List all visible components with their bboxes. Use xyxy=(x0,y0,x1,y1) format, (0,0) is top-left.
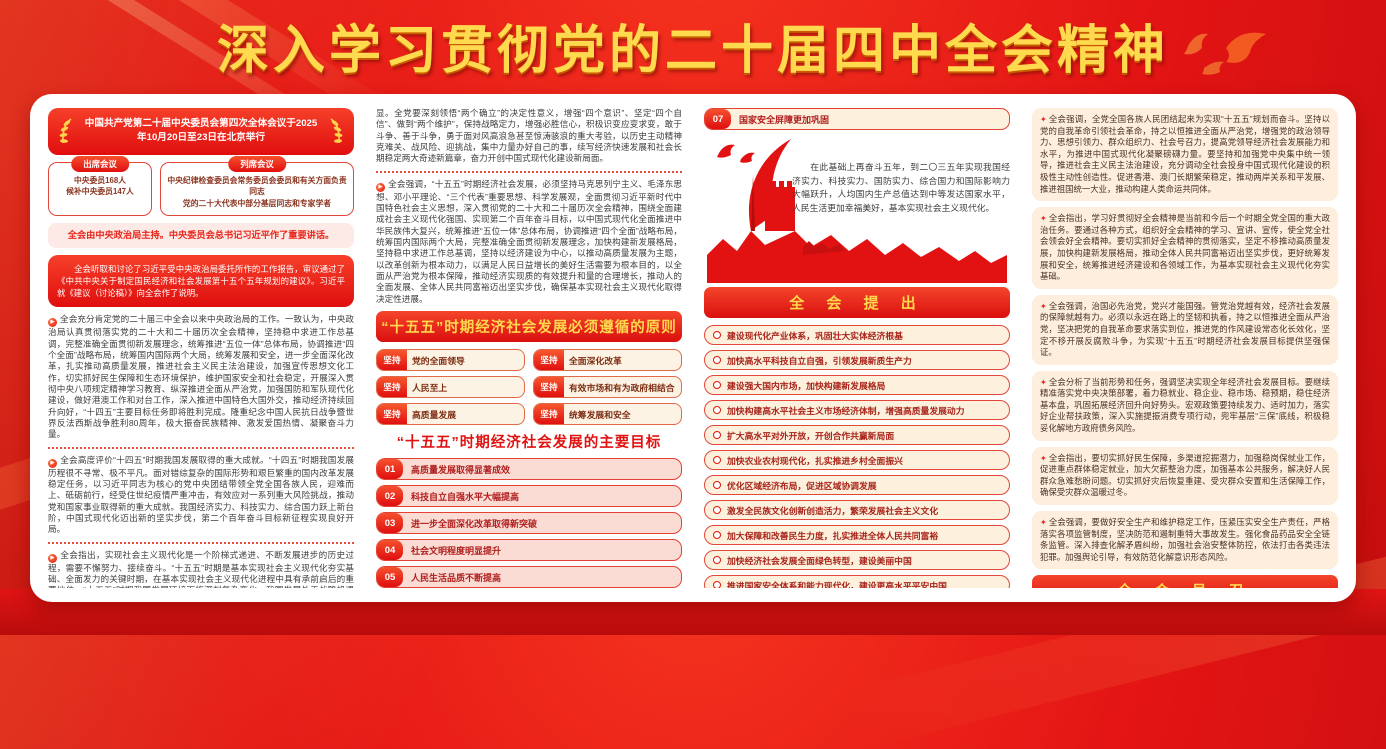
attendees-box: 出席会议 中央委员168人 候补中央委员147人 xyxy=(48,155,152,216)
paragraph: ▶ 全会充分肯定党的二十届三中全会以来中央政治局的工作。一致认为，中央政治局认真贯… xyxy=(48,314,354,440)
principle-item: 坚持 高质量发展 xyxy=(376,403,525,426)
meeting-banner-text: 中国共产党第二十届中央委员会第四次全体会议于2025年10月20日至23日在北京… xyxy=(84,118,318,144)
star-bullet-icon: ✦ xyxy=(1040,518,1047,528)
report-text: 全会听取和讨论了习近平受中央政治局委托所作的工作报告，审议通过了《中共中央关于制… xyxy=(57,263,345,299)
paragraph: ▶ 全会高度评价“十四五”时期我国发展取得的重大成就。“十四五”时期我国发展历程很… xyxy=(48,454,354,535)
call-header: 全 会 号 召 xyxy=(1032,575,1338,588)
principles-header: “十五五”时期经济社会发展必须遵循的原则 xyxy=(376,311,682,343)
closing-paragraph: ✦ 全会分析了当前形势和任务，强调坚决实现全年经济社会发展目标。要继续精准落实党中… xyxy=(1032,370,1338,441)
principle-item: 坚持 统筹发展和安全 xyxy=(533,403,682,426)
ring-icon xyxy=(713,431,721,439)
meeting-banner: 中国共产党第二十届中央委员会第四次全体会议于2025年10月20日至23日在北京… xyxy=(48,108,354,155)
goal-item: 04 社会文明程度明显提升 xyxy=(376,539,682,562)
attendance-row: 出席会议 中央委员168人 候补中央委员147人 列席会议 中央纪律检查委员会常… xyxy=(48,155,354,216)
ring-icon xyxy=(713,406,721,414)
proposal-item: 建设强大国内市场，加快构建新发展格局 xyxy=(704,375,1010,395)
ring-icon xyxy=(713,581,721,588)
star-bullet-icon: ✦ xyxy=(1040,301,1047,311)
vision-text-wrap: 在此基础上再奋斗五年，到二〇三五年实现我国经济实力、科技实力、国防实力、综合国力… xyxy=(792,161,1010,216)
bullet-icon: ▶ xyxy=(48,458,57,468)
principles-grid: 坚持 党的全面领导 坚持 全面深化改革 坚持 人民至上 坚持 有效市场和有为政府… xyxy=(376,349,682,426)
proposal-item: 加快农业农村现代化，扎实推进乡村全面振兴 xyxy=(704,450,1010,470)
proposal-item: 加快高水平科技自立自强，引领发展新质生产力 xyxy=(704,350,1010,370)
paragraph: ▶ 全会指出，实现社会主义现代化是一个阶梯式递进、不断发展进步的历史过程，需要不懈… xyxy=(48,549,354,588)
star-bullet-icon: ✦ xyxy=(1040,115,1047,124)
proposal-item: 激发全民族文化创新创造活力，繁荣发展社会主义文化 xyxy=(704,500,1010,520)
closing-paragraph: ✦ 全会指出，学习好贯彻好全会精神是当前和今后一个时期全党全国的重大政治任务。要通… xyxy=(1032,207,1338,289)
goal-item: 01 高质量发展取得显著成效 xyxy=(376,458,682,481)
observers-line2: 党的二十大代表中部分基层同志和专家学者 xyxy=(182,199,332,209)
principle-item: 坚持 有效市场和有为政府相结合 xyxy=(533,376,682,399)
column-1: 中国共产党第二十届中央委员会第四次全体会议于2025年10月20日至23日在北京… xyxy=(48,108,354,588)
dotted-divider xyxy=(48,541,354,544)
bullet-icon: ▶ xyxy=(376,182,385,192)
proposal-item: 建设现代化产业体系，巩固壮大实体经济根基 xyxy=(704,325,1010,345)
closing-paragraph: ✦ 全会强调，治国必先治党，党兴才能国强。管党治党越有效，经济社会发展的保障就越有… xyxy=(1032,294,1338,365)
observers-box: 列席会议 中央纪律检查委员会常务委员会委员和有关方面负责同志 党的二十大代表中部… xyxy=(160,155,354,216)
ring-icon xyxy=(713,556,721,564)
doves-icon xyxy=(1184,32,1266,75)
masthead: 深入学习贯彻党的二十届四中全会精神 xyxy=(0,8,1386,83)
goals-header: “十五五”时期经济社会发展的主要目标 xyxy=(396,435,662,452)
proposals-header: 全 会 提 出 xyxy=(704,287,1010,318)
principle-item: 坚持 全面深化改革 xyxy=(533,349,682,372)
laurel-icon xyxy=(330,118,343,144)
goal-item: 02 科技自立自强水平大幅提高 xyxy=(376,485,682,508)
star-bullet-icon: ✦ xyxy=(1040,377,1047,387)
dotted-divider xyxy=(48,446,354,449)
proposal-item: 加快经济社会发展全面绿色转型，建设美丽中国 xyxy=(704,550,1010,570)
report-box: 全会听取和讨论了习近平受中央政治局委托所作的工作报告，审议通过了《中共中央关于制… xyxy=(48,254,354,308)
ring-icon xyxy=(713,531,721,539)
ring-icon xyxy=(713,481,721,489)
column-3: 07 国家安全屏障更加巩固 在此基础上再奋斗五年，到二〇三五年实现我国经济实力、… xyxy=(704,108,1010,588)
attendees-label: 出席会议 xyxy=(71,155,129,172)
bullet-icon: ▶ xyxy=(48,553,57,563)
page-title: 深入学习贯彻党的二十届四中全会精神 xyxy=(216,22,1169,80)
column-2: 显。全党要深刻领悟“两个确立”的决定性意义，增强“四个意识”、坚定“四个自信”、… xyxy=(376,108,682,588)
dotted-divider xyxy=(376,170,682,173)
proposal-item: 加快构建高水平社会主义市场经济体制，增强高质量发展动力 xyxy=(704,400,1010,420)
ring-icon xyxy=(713,331,721,339)
goal-item: 03 进一步全面深化改革取得新突破 xyxy=(376,512,682,535)
observers-line1: 中央纪律检查委员会常务委员会委员和有关方面负责同志 xyxy=(167,175,347,197)
ring-icon xyxy=(713,381,721,389)
great-wall-flag-illustration xyxy=(707,139,1007,283)
vision-block: 在此基础上再奋斗五年，到二〇三五年实现我国经济实力、科技实力、国防实力、综合国力… xyxy=(704,135,1010,283)
proposal-item: 优化区域经济布局，促进区域协调发展 xyxy=(704,475,1010,495)
proposal-item: 推进国家安全体系和能力现代化，建设更高水平平安中国 xyxy=(704,575,1010,588)
ring-icon xyxy=(713,506,721,514)
laurel-icon xyxy=(59,118,72,144)
closing-paragraph: ✦ 全会强调，全党全国各族人民团结起来为实现“十五五”规划而奋斗。坚持以党的自我革… xyxy=(1032,108,1338,202)
column-4: ✦ 全会强调，全党全国各族人民团结起来为实现“十五五”规划而奋斗。坚持以党的自我革… xyxy=(1032,108,1338,588)
goal-item-07: 07 国家安全屏障更加巩固 xyxy=(704,108,1010,130)
goal-item: 05 人民生活品质不断提高 xyxy=(376,566,682,588)
ring-icon xyxy=(713,356,721,364)
proposal-item: 扩大高水平对外开放，开创合作共赢新局面 xyxy=(704,425,1010,445)
closing-paragraph: ✦ 全会强调，要做好安全生产和维护稳定工作，压紧压实安全生产责任，严格落实各项监管… xyxy=(1032,511,1338,570)
content-panel: 中国共产党第二十届中央委员会第四次全体会议于2025年10月20日至23日在北京… xyxy=(30,94,1356,602)
paragraph: ▶ 全会强调，“十五五”时期经济社会发展，必须坚持马克思列宁主义、毛泽东思想、邓小… xyxy=(376,178,682,304)
star-bullet-icon: ✦ xyxy=(1040,214,1047,224)
observers-label: 列席会议 xyxy=(228,155,286,172)
principle-item: 坚持 党的全面领导 xyxy=(376,349,525,372)
chair-statement: 全会由中央政治局主持。中央委员会总书记习近平作了重要讲话。 xyxy=(48,222,354,248)
bullet-icon: ▶ xyxy=(48,318,57,328)
attendees-line2: 候补中央委员147人 xyxy=(66,187,134,197)
closing-paragraph: ✦ 全会指出，要切实抓好民生保障，多渠道挖掘潜力，加强稳岗保就业工作，促进重点群体… xyxy=(1032,446,1338,506)
ring-icon xyxy=(713,456,721,464)
attendees-line1: 中央委员168人 xyxy=(74,175,126,185)
principle-item: 坚持 人民至上 xyxy=(376,376,525,399)
star-bullet-icon: ✦ xyxy=(1040,453,1047,463)
vision-text: 在此基础上再奋斗五年，到二〇三五年实现我国经济实力、科技实力、国防实力、综合国力… xyxy=(792,162,1010,213)
proposal-item: 加大保障和改善民生力度，扎实推进全体人民共同富裕 xyxy=(704,525,1010,545)
paragraph-continuation: 显。全党要深刻领悟“两个确立”的决定性意义，增强“四个意识”、坚定“四个自信”、… xyxy=(376,108,682,164)
